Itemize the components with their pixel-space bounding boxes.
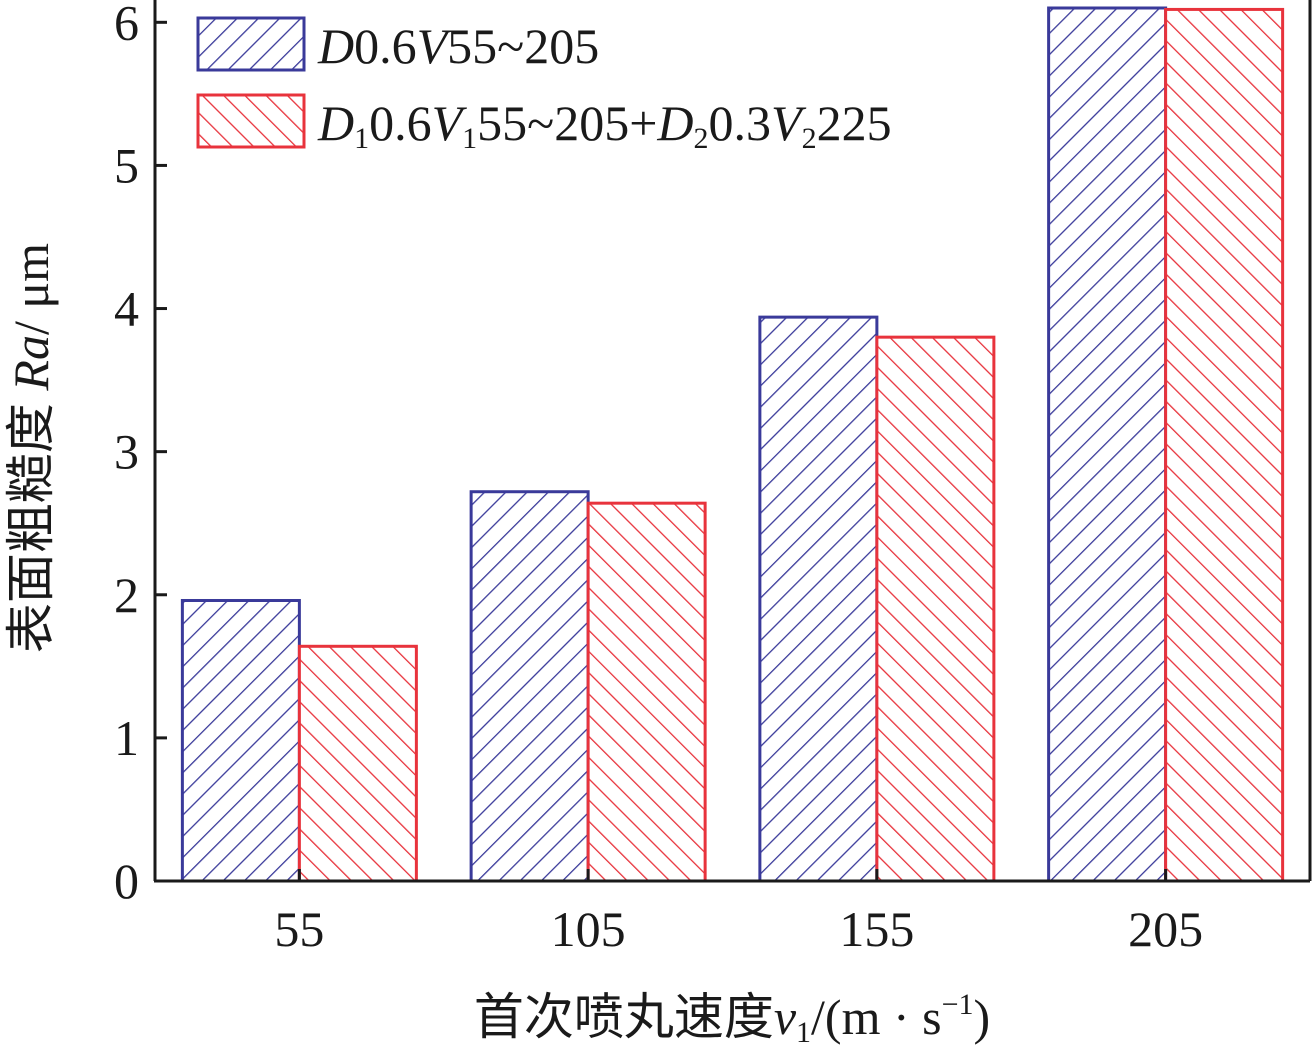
legend-swatch-series2 bbox=[196, 93, 306, 149]
bar-series2-205 bbox=[1164, 7, 1285, 883]
y-tick-label: 4 bbox=[114, 281, 139, 337]
plot-frame bbox=[153, 0, 1312, 883]
y-tick-label: 0 bbox=[114, 853, 139, 909]
bar-series2-155 bbox=[875, 335, 996, 883]
bar-series1-155 bbox=[758, 315, 879, 883]
x-tick-label: 205 bbox=[1128, 901, 1203, 957]
y-tick-label: 2 bbox=[114, 567, 139, 623]
legend: D0.6V55~205 D1​0.6V1​55~205+D2​0.3V2​225 bbox=[196, 16, 892, 155]
bar-series1-55 bbox=[180, 598, 301, 883]
x-tick-label: 105 bbox=[551, 901, 626, 957]
x-axis-label: 首次喷丸速度v1​/(m · s−1​) bbox=[474, 988, 990, 1048]
bar-series2-105 bbox=[586, 501, 707, 883]
legend-label-series2: D1​0.6V1​55~205+D2​0.3V2​225 bbox=[317, 95, 892, 155]
y-axis-label: 表面粗糙度 Ra/ μm bbox=[3, 243, 59, 653]
bars-group bbox=[180, 6, 1285, 883]
x-tick-label: 55 bbox=[274, 901, 324, 957]
y-axis-ticks: 0 1 2 3 4 5 6 bbox=[114, 0, 167, 909]
y-tick-label: 3 bbox=[114, 424, 139, 480]
bar-series1-105 bbox=[469, 490, 590, 883]
x-tick-label: 155 bbox=[839, 901, 914, 957]
bar-series2-55 bbox=[297, 644, 418, 883]
y-tick-label: 1 bbox=[114, 710, 139, 766]
y-tick-label: 5 bbox=[114, 137, 139, 193]
legend-swatch-series1 bbox=[196, 16, 306, 72]
bar-series1-205 bbox=[1047, 6, 1168, 883]
x-axis-ticks: 55 105 155 205 bbox=[274, 869, 1203, 957]
y-tick-label: 6 bbox=[114, 0, 139, 50]
legend-label-series1: D0.6V55~205 bbox=[317, 18, 599, 74]
